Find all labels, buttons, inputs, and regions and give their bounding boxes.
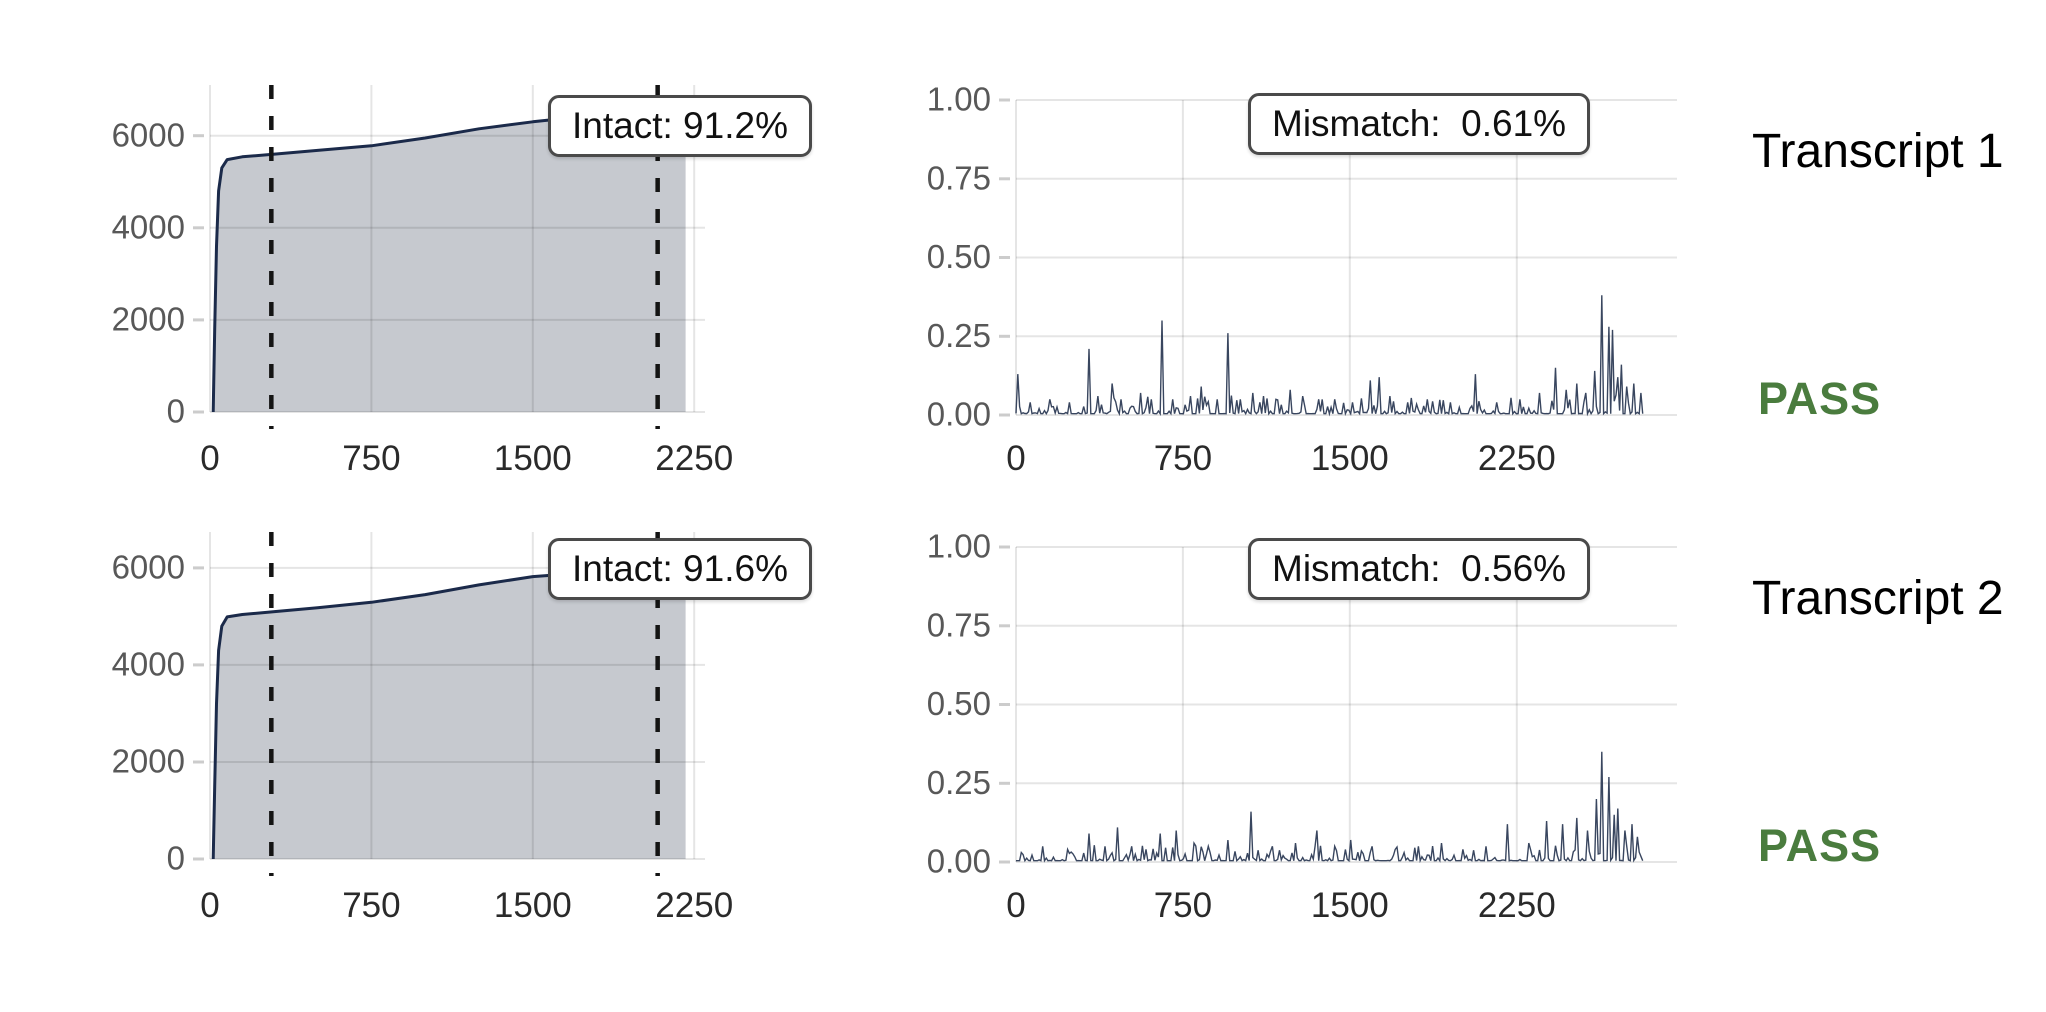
intact-2-y-axis-tick-label: 6000 [112,549,185,586]
mismatch-2-y-axis-tick-label: 0.75 [927,606,991,643]
intact-1-y-axis-tick-label: 2000 [112,301,185,338]
intact-1-y-axis-tick-label: 0 [167,393,185,430]
intact-2-x-axis-tick-label: 1500 [494,886,572,925]
intact-2-x-axis-tick-label: 2250 [655,886,733,925]
mismatch-1-x-axis-tick-label: 2250 [1478,439,1556,478]
intact-2-area-fill [213,570,686,859]
intact-1-x-axis-tick-label: 1500 [494,439,572,478]
mismatch-annotation-1: Mismatch: 0.61% [1248,93,1591,156]
mismatch-1-y-axis-tick-label: 0.75 [927,159,991,196]
mismatch-1-y-axis-tick-label: 0.50 [927,238,991,275]
intact-1-area-fill [213,108,686,412]
mismatch-1-y-axis-tick-label: 0.00 [927,396,991,433]
mismatch-2-x-axis-tick-label: 2250 [1478,886,1556,925]
intact-2-x-axis-tick-label: 0 [200,886,219,925]
intact-1-x-axis-tick-label: 2250 [655,439,733,478]
intact-2-y-axis-tick-label: 4000 [112,646,185,683]
mismatch-2-y-axis-tick-label: 1.00 [927,528,991,565]
mismatch-2-y-axis-tick-label: 0.00 [927,843,991,880]
mismatch-1-x-axis-tick-label: 1500 [1311,439,1389,478]
intact-1-y-axis-tick-label: 6000 [112,116,185,153]
mismatch-2-y-axis-tick-label: 0.50 [927,685,991,722]
intact-annotation-2: Intact: 91.6% [548,538,812,601]
pass-badge-2: PASS [1758,820,1882,871]
mismatch-2-x-axis-tick-label: 0 [1006,886,1025,925]
mismatch-2-y-axis-tick-label: 0.25 [927,764,991,801]
intact-2-x-axis-tick-label: 750 [342,886,400,925]
intact-1-x-axis-tick-label: 0 [200,439,219,478]
mismatch-1-y-axis-tick-label: 0.25 [927,317,991,354]
transcript-1-label: Transcript 1 [1752,125,2004,178]
mismatch-1-x-axis-tick-label: 0 [1006,439,1025,478]
intact-1-x-axis-tick-label: 750 [342,439,400,478]
intact-1-y-axis-tick-label: 4000 [112,208,185,245]
intact-annotation-1: Intact: 91.2% [548,95,812,158]
pass-badge-1: PASS [1758,373,1882,424]
mismatch-1-y-axis-tick-label: 1.00 [927,81,991,118]
mismatch-2-x-axis-tick-label: 750 [1154,886,1212,925]
mismatch-1-x-axis-tick-label: 750 [1154,439,1212,478]
mismatch-1-mismatch-trace [1015,295,1644,417]
intact-2-y-axis-tick-label: 0 [167,840,185,877]
mismatch-2-x-axis-tick-label: 1500 [1311,886,1389,925]
mismatch-2-mismatch-trace [1016,751,1644,864]
intact-2-y-axis-tick-label: 2000 [112,743,185,780]
transcript-2-label: Transcript 2 [1752,572,2004,625]
mismatch-annotation-2: Mismatch: 0.56% [1248,538,1591,601]
